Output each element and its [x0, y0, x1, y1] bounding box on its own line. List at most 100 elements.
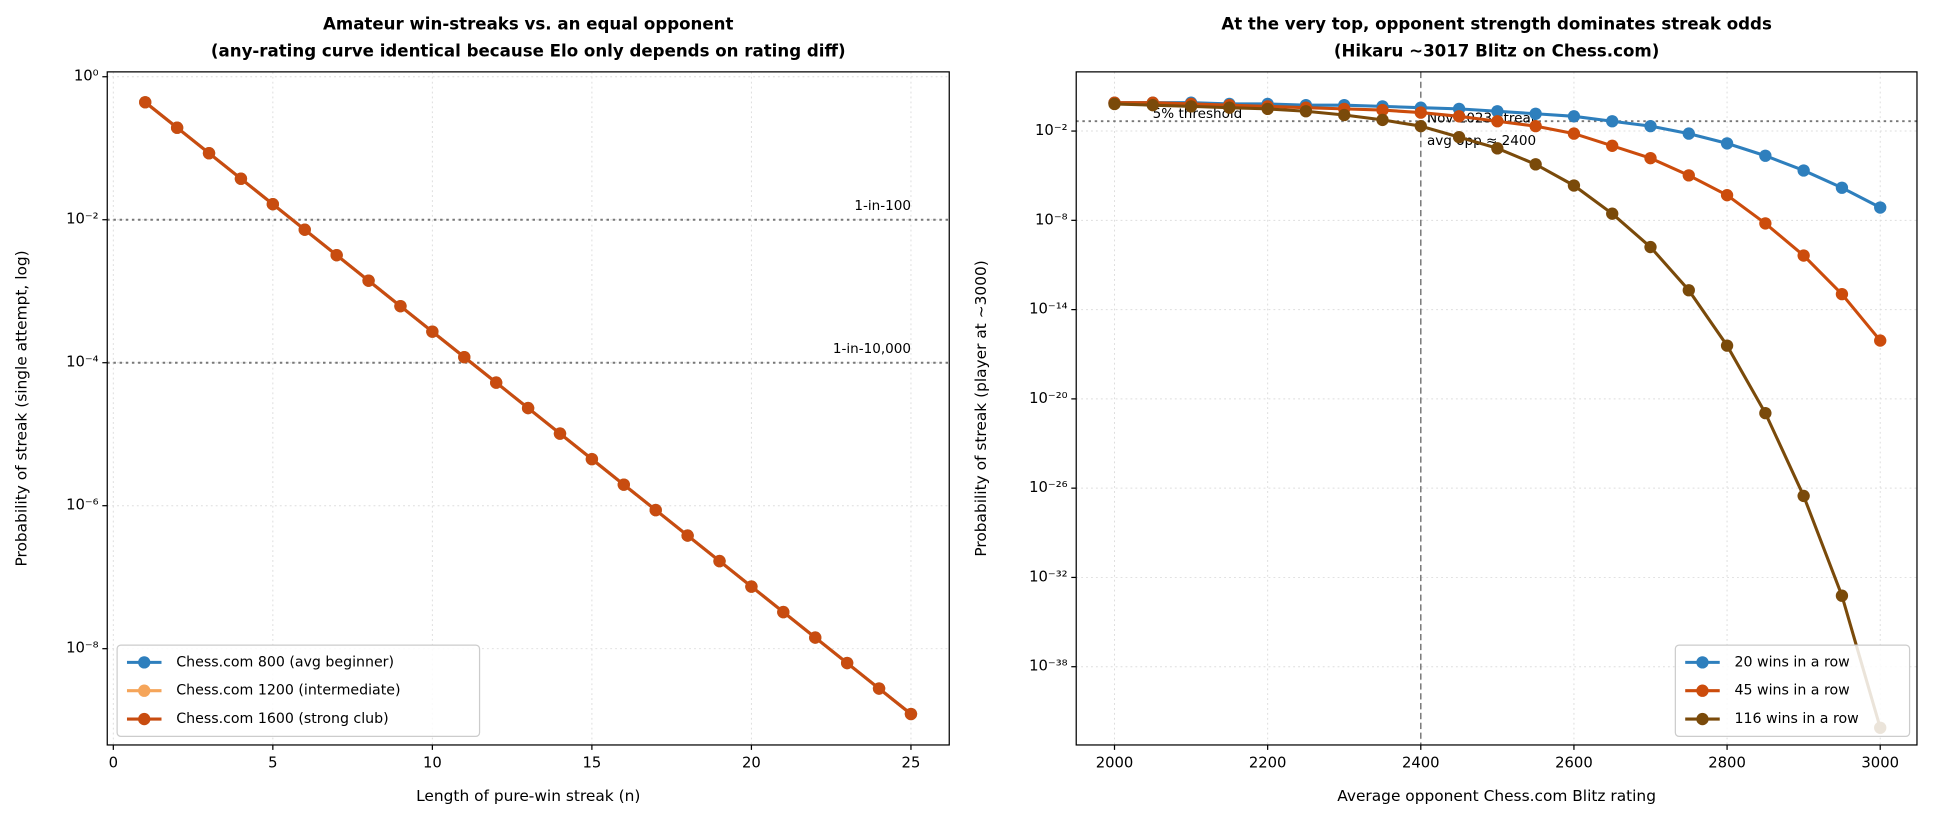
data-point	[266, 198, 280, 211]
data-point	[458, 350, 471, 364]
data-point	[872, 682, 886, 695]
data-point	[490, 376, 503, 389]
data-point	[1491, 142, 1504, 155]
data-point	[617, 478, 630, 491]
x-tick-label: 15	[582, 754, 601, 771]
data-point	[840, 656, 854, 670]
data-point	[1567, 127, 1581, 140]
x-tick-label: 2600	[1555, 754, 1593, 771]
data-point	[1338, 108, 1351, 122]
data-point	[394, 299, 407, 313]
legend-marker	[138, 656, 151, 669]
data-point	[1835, 589, 1849, 602]
data-point	[1606, 115, 1619, 128]
plot-area	[139, 96, 918, 721]
chart-title: At the very top, opponent strength domin…	[1221, 15, 1772, 34]
data-point	[202, 147, 216, 160]
data-point	[1567, 110, 1581, 123]
data-point	[1835, 181, 1849, 194]
data-point	[1223, 101, 1236, 114]
data-point	[1452, 110, 1466, 123]
data-point	[1414, 106, 1427, 119]
x-tick-label: 3000	[1861, 754, 1899, 771]
y-tick-label: 10⁻²⁰	[1029, 390, 1068, 407]
plot-frame	[1075, 71, 1918, 746]
data-point	[585, 452, 599, 466]
data-point	[1146, 98, 1159, 112]
y-tick-label: 10⁰	[74, 68, 99, 85]
marker-label: avg opp ≈ 2400	[1427, 133, 1536, 149]
data-point	[1491, 105, 1504, 118]
data-point	[1682, 169, 1695, 182]
data-point	[1682, 127, 1695, 140]
data-point	[1644, 151, 1657, 165]
data-point	[1720, 339, 1734, 352]
data-point	[1606, 207, 1619, 220]
y-axis-label: Probability of streak (single attempt, l…	[13, 250, 31, 566]
y-tick-label: 10⁻³²	[1029, 568, 1067, 585]
data-point	[1567, 179, 1581, 192]
legend-label: 116 wins in a row	[1735, 711, 1859, 727]
legend-label: Chess.com 1200 (intermediate)	[176, 683, 400, 699]
data-point	[1797, 164, 1810, 177]
data-point	[1835, 287, 1849, 301]
data-point	[139, 96, 152, 109]
data-point	[1759, 217, 1772, 230]
data-point	[1108, 97, 1121, 111]
data-point	[1529, 158, 1542, 171]
data-point	[1720, 137, 1734, 150]
legend-marker	[138, 684, 151, 697]
threshold-label: 1-in-100	[854, 198, 911, 214]
x-tick-label: 2800	[1708, 754, 1746, 771]
y-tick-label: 10⁻⁸	[1035, 211, 1068, 228]
data-point	[1529, 107, 1542, 120]
data-point	[1759, 149, 1772, 162]
legend-marker	[1696, 684, 1709, 697]
data-point	[1452, 130, 1466, 144]
legend-label: Chess.com 1600 (strong club)	[176, 711, 388, 727]
legend-label: Chess.com 800 (avg beginner)	[176, 654, 394, 670]
data-point	[904, 707, 918, 721]
legend-marker	[1696, 656, 1709, 669]
x-tick-label: 2200	[1249, 754, 1287, 771]
x-tick-label: 2400	[1402, 754, 1440, 771]
threshold-label: 5% threshold	[1153, 106, 1243, 122]
data-point	[1261, 102, 1274, 116]
y-tick-label: 10⁻⁸	[66, 640, 99, 657]
data-point	[298, 223, 311, 236]
data-point	[1299, 105, 1313, 118]
data-point	[1874, 334, 1887, 347]
x-tick-label: 2000	[1096, 754, 1134, 771]
chart-title: Amateur win-streaks vs. an equal opponen…	[323, 15, 734, 34]
data-point	[362, 274, 375, 287]
y-tick-label: 10⁻²⁶	[1029, 479, 1068, 496]
data-point	[1491, 115, 1504, 128]
x-tick-label: 5	[268, 754, 277, 771]
legend-box	[116, 644, 481, 737]
data-point	[1644, 119, 1657, 133]
data-point	[1644, 240, 1657, 254]
data-point	[1720, 189, 1734, 202]
data-point	[745, 580, 758, 593]
data-point	[1874, 201, 1887, 214]
legend-label: 45 wins in a row	[1735, 683, 1850, 699]
data-point	[1606, 139, 1619, 152]
data-point	[1797, 249, 1810, 262]
x-axis-label: Average opponent Chess.com Blitz rating	[1337, 787, 1656, 805]
data-point	[713, 554, 726, 568]
x-tick-label: 20	[742, 754, 761, 771]
y-tick-label: 10⁻²	[66, 211, 99, 228]
x-axis-label: Length of pure-win streak (n)	[416, 787, 640, 805]
data-point	[1759, 406, 1772, 420]
y-tick-label: 10⁻⁶	[66, 497, 99, 514]
data-point	[234, 172, 248, 185]
data-point	[1529, 119, 1542, 133]
data-point	[1682, 284, 1695, 297]
legend-box	[1674, 644, 1911, 737]
y-tick-label: 10⁻³⁸	[1029, 658, 1068, 675]
data-point	[777, 605, 790, 619]
data-point	[1184, 100, 1198, 113]
chart-title: (any-rating curve identical because Elo …	[211, 42, 846, 61]
data-point	[1797, 489, 1810, 503]
